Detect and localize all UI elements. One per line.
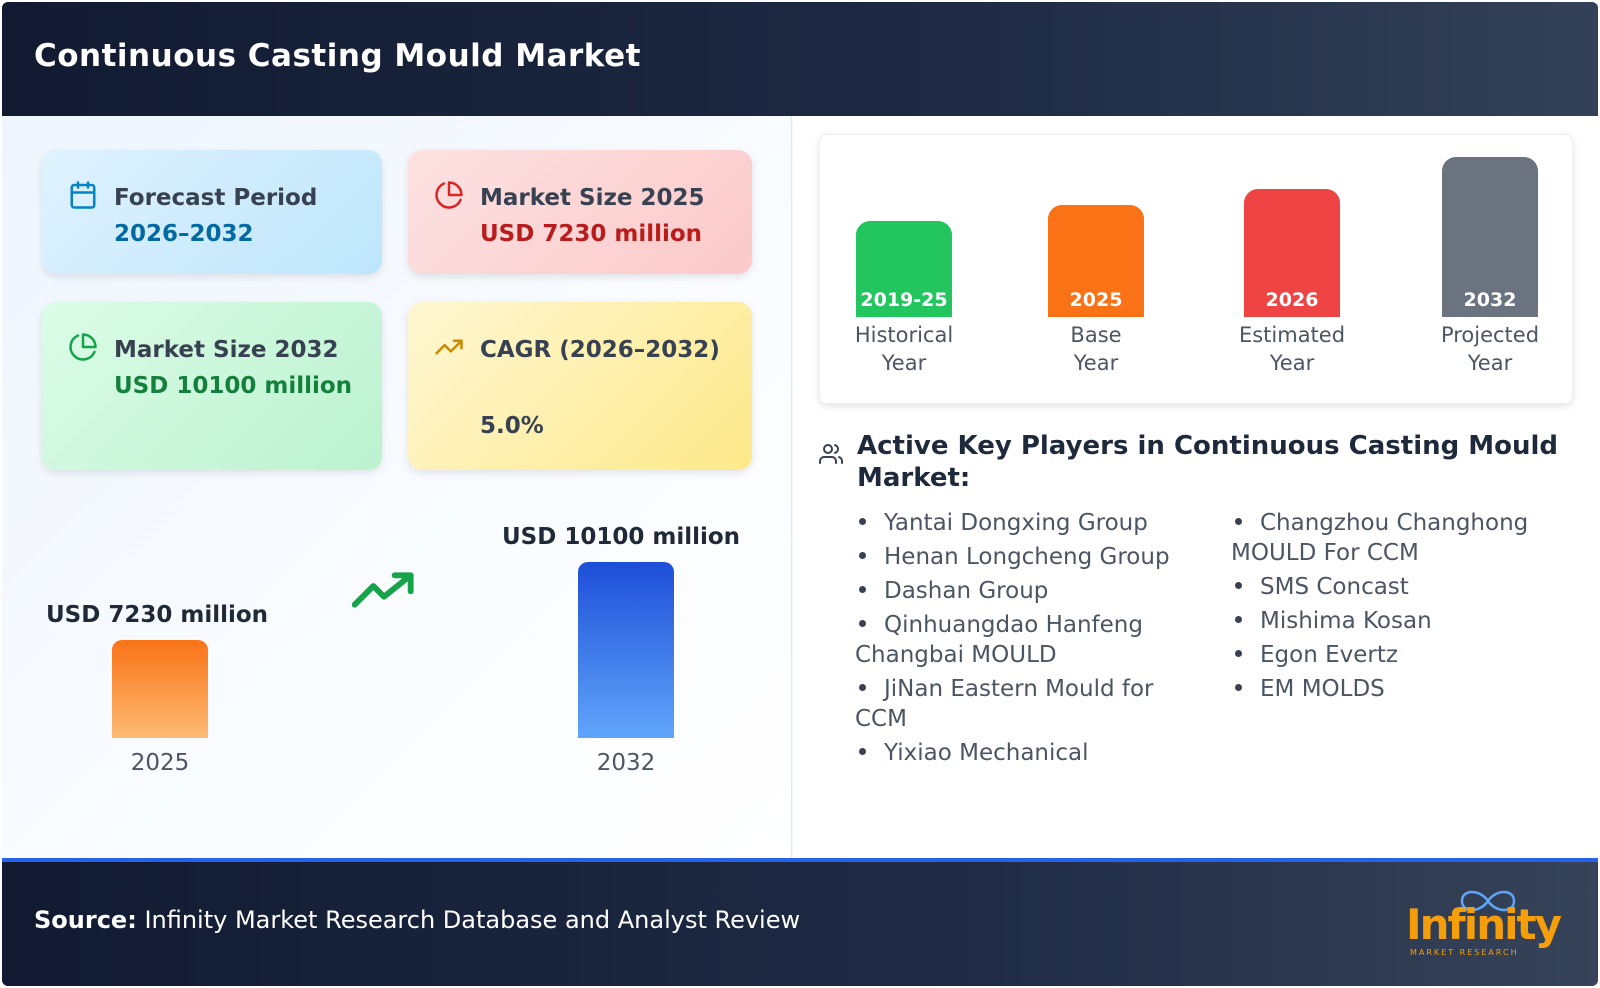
calendar-icon: [70, 181, 96, 209]
market-size-2032-label: Market Size 2032: [114, 337, 339, 363]
timeline-caption-line2: Year: [1269, 351, 1315, 375]
logo-text: Infinity: [1406, 900, 1562, 949]
list-item: JiNan Eastern Mould for CCM: [855, 674, 1185, 734]
comparison-2032-year: 2032: [596, 750, 656, 776]
key-players-list-2: Changzhou Changhong MOULD For CCM SMS Co…: [1231, 508, 1571, 708]
key-players-title: Active Key Players in Continuous Casting…: [857, 431, 1559, 493]
list-item: Changzhou Changhong MOULD For CCM: [1231, 508, 1571, 568]
left-panel: Forecast Period 2026–2032 Market Size 20…: [2, 116, 792, 858]
market-size-2032-card: Market Size 2032 USD 10100 million: [42, 302, 382, 470]
timeline-bar-historical: 2019-25: [856, 221, 952, 317]
timeline-caption-line2: Year: [881, 351, 927, 375]
player-name: JiNan Eastern Mould for CCM: [855, 676, 1154, 732]
cagr-card: CAGR (2026–2032) 5.0%: [408, 302, 752, 470]
timeline-caption-estimated: Estimated Year: [1217, 321, 1367, 377]
market-size-2025-card: Market Size 2025 USD 7230 million: [408, 150, 752, 274]
timeline-caption-line1: Projected: [1440, 323, 1540, 347]
source-text: Infinity Market Research Database and An…: [144, 906, 801, 934]
market-size-2025-label: Market Size 2025: [480, 185, 705, 211]
list-item: Mishima Kosan: [1231, 606, 1571, 636]
timeline-bar-projected: 2032: [1442, 157, 1538, 317]
pie-chart-icon: [435, 181, 463, 209]
timeline-year-label: 2032: [1463, 289, 1517, 311]
forecast-period-card: Forecast Period 2026–2032: [42, 150, 382, 274]
player-name: SMS Concast: [1260, 574, 1409, 600]
player-name: Egon Evertz: [1260, 642, 1398, 668]
comparison-2025-label: USD 7230 million: [46, 602, 269, 628]
player-name: Dashan Group: [884, 578, 1049, 604]
right-panel: 2019-25 Historical Year 2025 Base Year 2…: [793, 116, 1598, 858]
forecast-period-label: Forecast Period: [114, 185, 318, 211]
timeline-caption-base: Base Year: [1021, 321, 1171, 377]
list-item: Yixiao Mechanical: [855, 738, 1185, 768]
player-name: EM MOLDS: [1260, 676, 1385, 702]
timeline-caption-line1: Historical: [854, 323, 954, 347]
player-name: Henan Longcheng Group: [884, 544, 1170, 570]
cagr-value: 5.0%: [480, 413, 544, 439]
comparison-2025-year: 2025: [130, 750, 190, 776]
timeline-bar-base: 2025: [1048, 205, 1144, 317]
timeline-year-label: 2025: [1069, 289, 1123, 311]
source-label: Source:: [34, 906, 137, 934]
market-size-2032-value: USD 10100 million: [114, 373, 353, 399]
header: Continuous Casting Mould Market: [2, 2, 1598, 116]
market-size-2025-value: USD 7230 million: [480, 221, 703, 247]
player-name: Changzhou Changhong MOULD For CCM: [1231, 510, 1529, 566]
timeline-caption-line2: Year: [1073, 351, 1119, 375]
player-name: Yixiao Mechanical: [884, 740, 1089, 766]
timeline-year-label: 2019-25: [860, 289, 948, 311]
list-item: Qinhuangdao Hanfeng Changbai MOULD: [855, 610, 1185, 670]
list-item: Henan Longcheng Group: [855, 542, 1185, 572]
users-icon: [819, 444, 843, 464]
list-item: Dashan Group: [855, 576, 1185, 606]
source-line: Source: Infinity Market Research Databas…: [34, 906, 800, 934]
pie-chart-icon: [69, 333, 97, 361]
footer: Source: Infinity Market Research Databas…: [2, 858, 1598, 986]
page-title: Continuous Casting Mould Market: [34, 38, 641, 74]
key-players-list-1: Yantai Dongxing Group Henan Longcheng Gr…: [855, 508, 1185, 772]
list-item: Yantai Dongxing Group: [855, 508, 1185, 538]
timeline-caption-line2: Year: [1467, 351, 1513, 375]
infinity-symbol-icon: [1460, 890, 1516, 912]
comparison-2032-label: USD 10100 million: [502, 524, 741, 550]
timeline-caption-line1: Base: [1070, 323, 1122, 347]
timeline-year-label: 2026: [1265, 289, 1319, 311]
timeline-caption-historical: Historical Year: [829, 321, 979, 377]
cagr-label: CAGR (2026–2032): [480, 337, 720, 363]
comparison-2032-bar: [578, 562, 674, 738]
trending-up-icon: [435, 339, 463, 355]
timeline-caption-line1: Estimated: [1238, 323, 1346, 347]
list-item: EM MOLDS: [1231, 674, 1571, 704]
player-name: Qinhuangdao Hanfeng Changbai MOULD: [855, 612, 1143, 668]
infinity-logo: Infinity MARKET RESEARCH: [1406, 884, 1562, 964]
list-item: SMS Concast: [1231, 572, 1571, 602]
comparison-2025-bar: [112, 640, 208, 738]
player-name: Mishima Kosan: [1260, 608, 1432, 634]
forecast-period-value: 2026–2032: [114, 221, 254, 247]
list-item: Egon Evertz: [1231, 640, 1571, 670]
logo-subtext: MARKET RESEARCH: [1410, 948, 1519, 957]
player-name: Yantai Dongxing Group: [884, 510, 1148, 536]
timeline-card: 2019-25 Historical Year 2025 Base Year 2…: [819, 134, 1573, 404]
timeline-bar-estimated: 2026: [1244, 189, 1340, 317]
growth-arrow-icon: [352, 572, 414, 608]
timeline-caption-projected: Projected Year: [1415, 321, 1565, 377]
